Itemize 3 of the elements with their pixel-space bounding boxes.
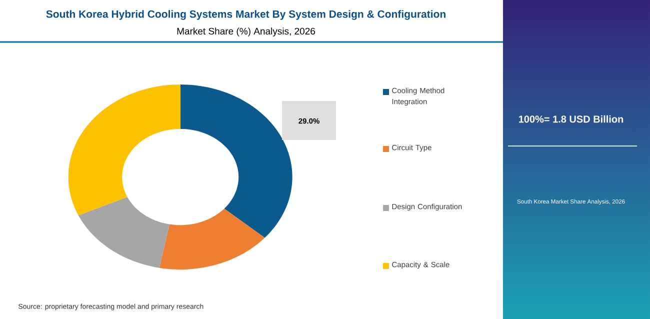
chart-subtitle: Market Share (%) Analysis, 2026 — [177, 28, 315, 36]
text: 100%= 1.8 USD Billion — [518, 115, 624, 123]
chart-title: South Korea Hybrid Cooling Systems Market By System Design & Configuration — [46, 10, 446, 20]
